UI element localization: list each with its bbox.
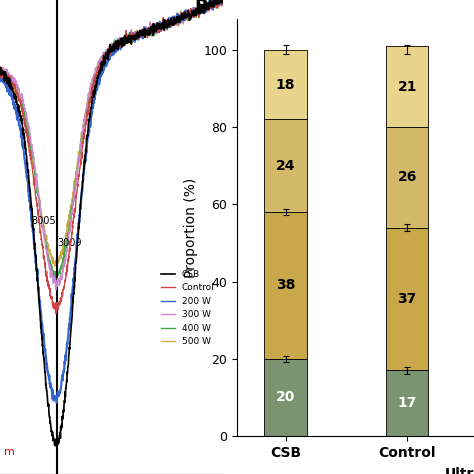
Text: Ultr: Ultr [445, 467, 474, 474]
Text: 17: 17 [398, 396, 417, 410]
Text: B: B [194, 0, 208, 16]
Bar [264, 212, 307, 359]
Bar [386, 370, 428, 436]
Bar [386, 228, 428, 370]
Bar [264, 50, 307, 119]
Text: m: m [4, 447, 15, 457]
Text: 3009: 3009 [57, 238, 82, 248]
Text: 3005: 3005 [32, 216, 56, 226]
Text: 26: 26 [398, 170, 417, 184]
Legend: CSB, Control, 200 W, 300 W, 400 W, 500 W: CSB, Control, 200 W, 300 W, 400 W, 500 W [157, 266, 218, 350]
Bar [386, 46, 428, 127]
Text: 21: 21 [397, 80, 417, 93]
Bar [264, 119, 307, 212]
Text: 24: 24 [276, 159, 295, 173]
Bar [264, 359, 307, 436]
Text: 18: 18 [276, 78, 295, 91]
Text: 38: 38 [276, 278, 295, 292]
Bar [386, 127, 428, 228]
Text: 37: 37 [398, 292, 417, 306]
Y-axis label: Proportion (%): Proportion (%) [184, 177, 198, 278]
Text: 20: 20 [276, 391, 295, 404]
